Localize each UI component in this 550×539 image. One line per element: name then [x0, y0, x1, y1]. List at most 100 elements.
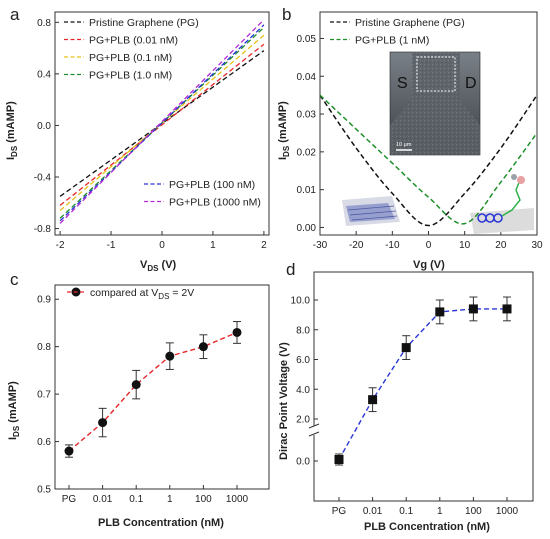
panel-d-data-point: [368, 395, 378, 405]
panel-a-series-line: [59, 34, 265, 212]
panel-a-series-line: [59, 24, 265, 222]
panel-d-data-point: [468, 304, 478, 314]
panel-b-ylabel: IDS (mAMP): [277, 101, 291, 160]
panel-a-ytick-label: -0.8: [34, 224, 52, 235]
panel-d-xlabel: PLB Concentration (nM): [364, 521, 490, 533]
panel-c-xlabel: PLB Concentration (nM): [98, 517, 224, 529]
panel-c-ytick-label: 0.8: [37, 342, 51, 353]
panel-c-ylabel: IDS (mAMP): [7, 381, 21, 440]
panel-c-ytick-label: 0.5: [37, 485, 51, 496]
panel-c-ytick-label: 0.7: [37, 390, 51, 401]
panel-a-ytick-label: 0.8: [37, 18, 51, 29]
panel-a-xtick-label: -1: [107, 240, 116, 251]
panel-b-ytick-label: 0.04: [297, 72, 317, 83]
panel-a: -2 -1 0 1 2 -0.8 -0.4 0.0 0.4 0.8 Pristine Graphe…: [5, 11, 270, 273]
panel-b-xtick-label: -30: [313, 240, 328, 251]
panel-a-series-line: [59, 50, 265, 197]
panel-a-series-line: [59, 26, 265, 219]
panel-d-axis-break: [308, 423, 320, 437]
panel-a-xlabel: VDS (V): [140, 259, 177, 273]
panel-b-legend-text: PG+PLB (1 nM): [355, 35, 429, 47]
inset-drain-label: D: [465, 75, 477, 92]
panel-c-xtick-label: 0.1: [129, 494, 143, 505]
panel-d: PG 0.01 0.1 1 100 1000 2.0 4.0 6.0 8.0 10.0 0.0 PLB…: [278, 271, 534, 533]
panel-b-xtick-label: -10: [385, 240, 400, 251]
panel-b-xtick-label: 10: [459, 240, 471, 251]
panel-b-xtick-label: 30: [531, 240, 543, 251]
panel-label-c: c: [10, 270, 19, 289]
panel-d-xtick-label: 1: [437, 506, 443, 517]
panel-d-ytick-label: 8.0: [296, 325, 310, 336]
panel-d-marks: [334, 296, 512, 466]
panel-d-ytick-label: 4.0: [296, 385, 310, 396]
panel-d-series-line: [338, 308, 507, 460]
panel-b-xtick-label: -20: [349, 240, 364, 251]
panel-b-legend-text: Pristine Graphene (PG): [355, 17, 465, 29]
panel-a-ytick-label: -0.4: [34, 172, 52, 183]
panel-b-series-line: [319, 94, 538, 225]
panel-c-legend-text: compared at VDS = 2V: [90, 287, 194, 301]
panel-b-ytick-label: 0.05: [297, 34, 317, 45]
panel-a-series-line: [59, 19, 265, 224]
panel-a-legend-text: Pristine Graphene (PG): [89, 17, 199, 29]
panel-d-ticks: PG 0.01 0.1 1 100 1000 2.0 4.0 6.0 8.0 10.0 0.0: [291, 296, 519, 518]
panel-d-xtick-label: PG: [332, 506, 347, 517]
panel-a-ytick-label: 0.0: [37, 121, 51, 132]
inset-scale-label: 10 µm: [396, 142, 412, 148]
panel-d-ytick-label: 10.0: [291, 296, 311, 307]
panel-c-data-point: [131, 380, 141, 390]
panel-c-data-point: [232, 327, 242, 337]
panel-c-series-line: [68, 331, 238, 452]
panel-a-ylabel: IDS (mAMP): [5, 101, 19, 160]
panel-c-xtick-label: 0.01: [93, 494, 113, 505]
panel-a-legend-text: PG+PLB (0.1 nM): [89, 52, 172, 64]
panel-b-ytick-label: 0.01: [297, 185, 317, 196]
panel-b-ytick-label: 0.02: [297, 147, 317, 158]
panel-a-legend-text: PG+PLB (0.01 nM): [89, 35, 178, 47]
panel-a-legend-text: PG+PLB (1000 nM): [169, 197, 261, 209]
panel-b-ytick-label: 0.03: [297, 110, 317, 121]
panel-b-lines: [319, 94, 538, 227]
panel-a-xtick-label: 1: [210, 240, 216, 251]
panel-label-a: a: [10, 5, 20, 24]
panel-c-xtick-label: 100: [195, 494, 212, 505]
panel-a-legend-text: PG+PLB (1.0 nM): [89, 70, 172, 82]
panel-c-marks: [64, 321, 242, 458]
panel-a-ytick-label: 0.4: [37, 69, 51, 80]
panel-d-xtick-label: 100: [465, 506, 482, 517]
panel-c-data-point: [98, 418, 108, 428]
panel-c-data-point: [198, 342, 208, 352]
graphene-lattice-illustration: [342, 196, 400, 226]
panel-b-ticks: -30 -20 -10 0 10 20 30 0.00 0.01 0.02 0.03 0.04 0.05: [297, 34, 543, 251]
sem-inset-image: [389, 51, 481, 156]
panel-b-xlabel: Vg (V): [413, 259, 445, 271]
panel-label-b: b: [282, 5, 291, 24]
panel-c-xtick-label: PG: [62, 494, 77, 505]
panel-c: PG 0.01 0.1 1 100 1000 0.5 0.6 0.7 0.8 0.9 compare…: [7, 284, 270, 529]
panel-c-data-point: [165, 351, 175, 361]
panel-d-data-point: [334, 455, 344, 464]
panel-d-xtick-label: 0.01: [363, 506, 383, 517]
panel-d-data-point: [401, 343, 411, 353]
panel-b-ytick-label: 0.00: [297, 223, 317, 234]
inset-source-label: S: [397, 75, 408, 92]
panel-d-data-point: [502, 304, 512, 314]
panel-d-ylabel: Dirac Point Voltage (V): [278, 342, 290, 460]
panel-c-data-point: [64, 446, 74, 456]
panel-d-frame: [313, 271, 534, 502]
panel-b-series-line: [319, 94, 538, 227]
panel-d-xtick-label: 1000: [496, 506, 519, 517]
panel-d-ytick-label: 0.0: [296, 457, 310, 468]
panel-a-series-line: [59, 43, 265, 206]
panel-c-ytick-label: 0.9: [37, 295, 51, 306]
panel-a-legend: Pristine Graphene (PG) PG+PLB (0.01 nM) PG…: [64, 17, 261, 209]
panel-d-data-point: [435, 307, 445, 317]
panel-d-ytick-label: 2.0: [296, 415, 310, 426]
molecule-on-graphene-illustration: [470, 174, 534, 234]
panel-c-ticks: PG 0.01 0.1 1 100 1000 0.5 0.6 0.7 0.8 0.9: [37, 295, 248, 505]
panel-label-d: d: [286, 260, 295, 279]
panel-c-frame: [54, 284, 270, 490]
panel-b-xtick-label: 0: [426, 240, 432, 251]
panel-a-xtick-label: -2: [56, 240, 65, 251]
